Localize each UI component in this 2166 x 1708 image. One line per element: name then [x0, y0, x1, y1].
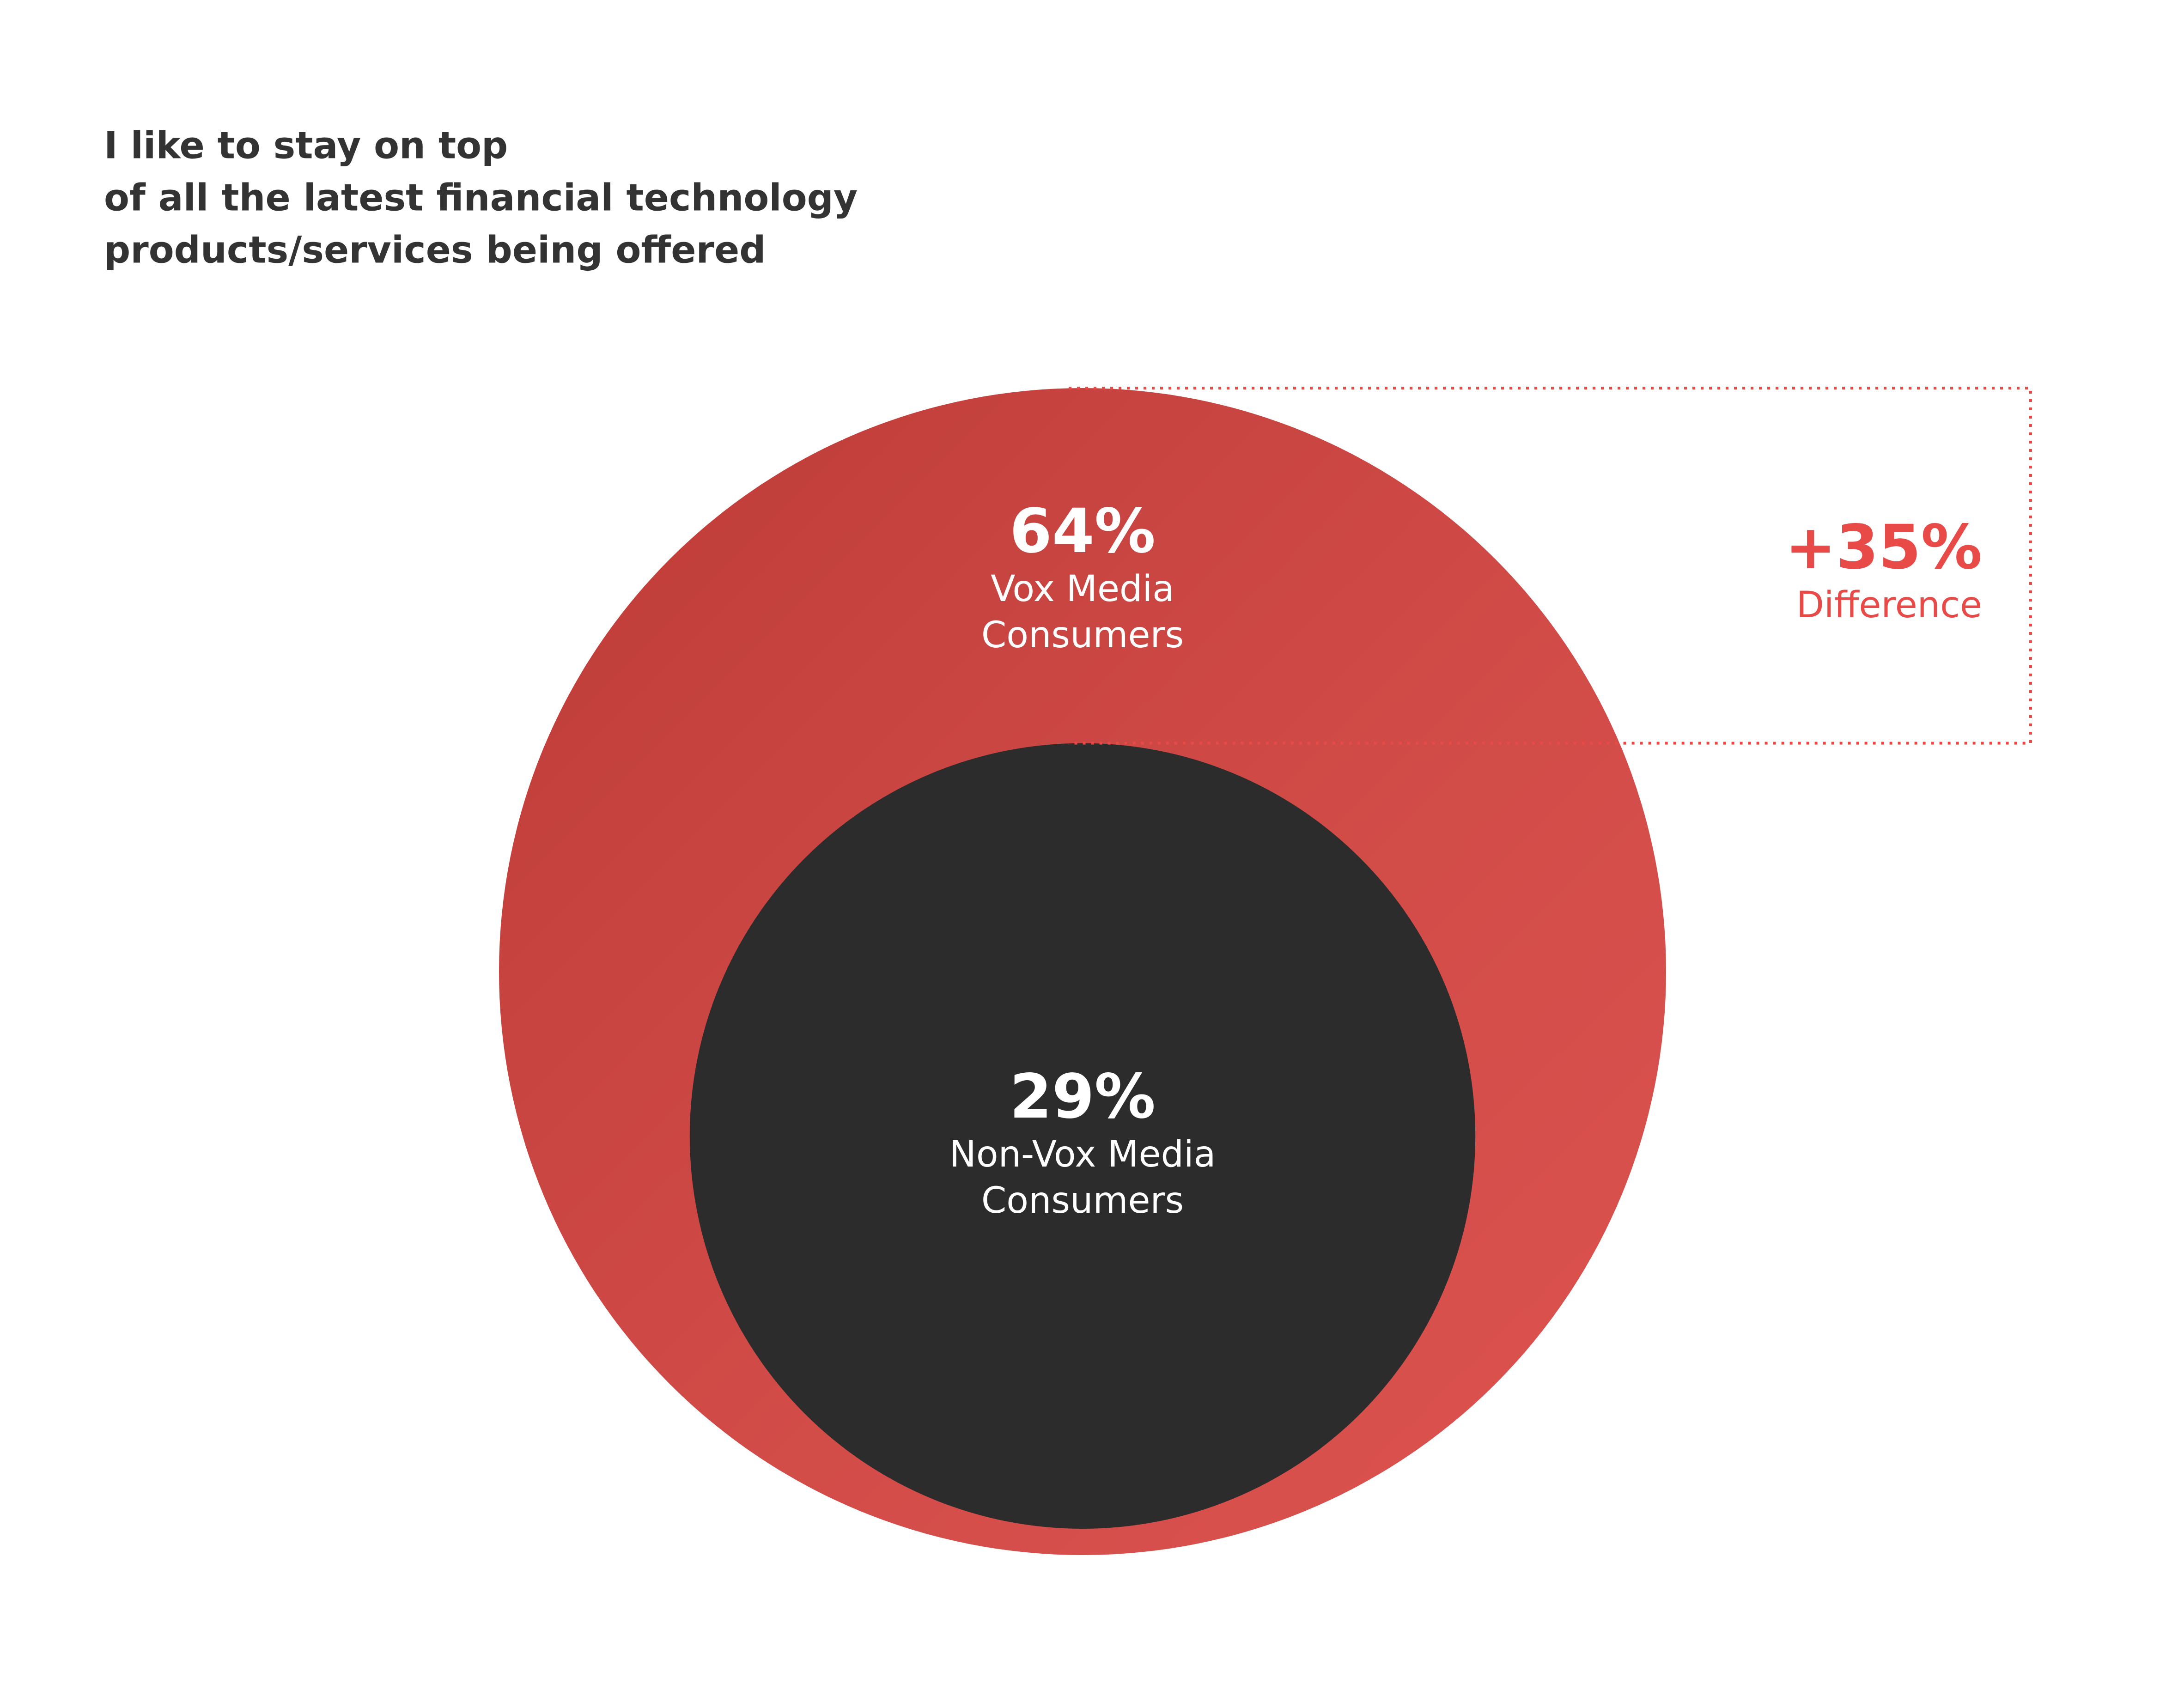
series-name: Vox Media Consumers — [981, 568, 1184, 656]
title-line: I like to stay on top — [104, 124, 508, 167]
value-label: 64% — [1010, 496, 1156, 567]
title-line: products/services being offered — [104, 228, 766, 272]
series-name: Non-Vox Media Consumers — [949, 1133, 1216, 1222]
difference-text: Difference — [1796, 584, 1982, 626]
series-label: 64% Vox Media Consumers — [921, 497, 1244, 658]
series-label: 29% Non-Vox Media Consumers — [921, 1062, 1244, 1224]
difference-bracket — [1069, 387, 2032, 745]
value-label: 29% — [1010, 1061, 1156, 1132]
circle — [689, 743, 1476, 1529]
title-line: of all the latest financial technology — [104, 176, 858, 219]
difference-value: +35% — [1785, 512, 1982, 583]
difference-label: +35% Difference — [1785, 513, 1982, 628]
